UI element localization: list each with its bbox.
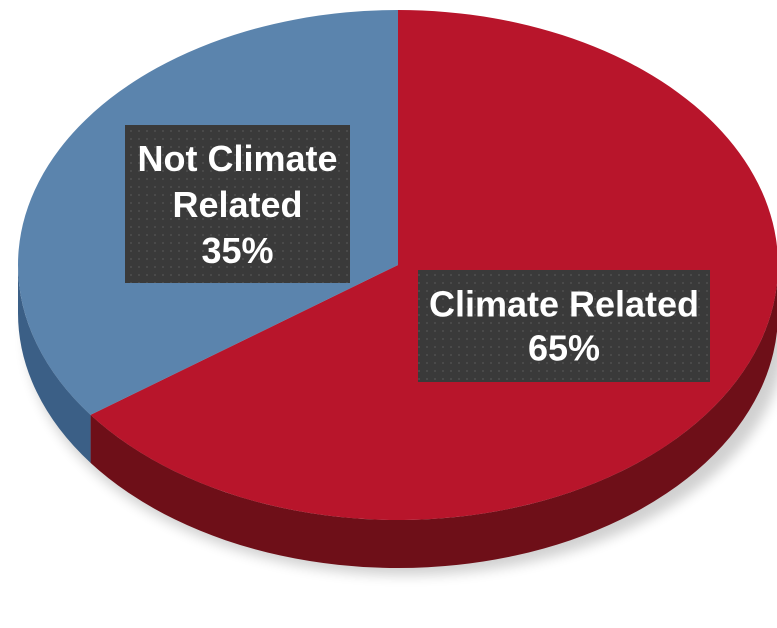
data-label-box	[418, 270, 710, 382]
pie-slice-side-0	[90, 282, 777, 568]
data-label-category: Climate Related	[429, 283, 699, 324]
data-label-percent: 65%	[528, 327, 600, 368]
data-label-category: Not Climate	[137, 138, 337, 179]
data-label-box	[125, 125, 350, 283]
data-label-percent: 35%	[201, 230, 273, 271]
data-label-1: Not Climate Related 35%	[125, 125, 350, 283]
data-label-category: Related	[172, 184, 302, 225]
pie-slice-0	[90, 10, 777, 520]
pie-slice-side-1	[18, 265, 91, 463]
